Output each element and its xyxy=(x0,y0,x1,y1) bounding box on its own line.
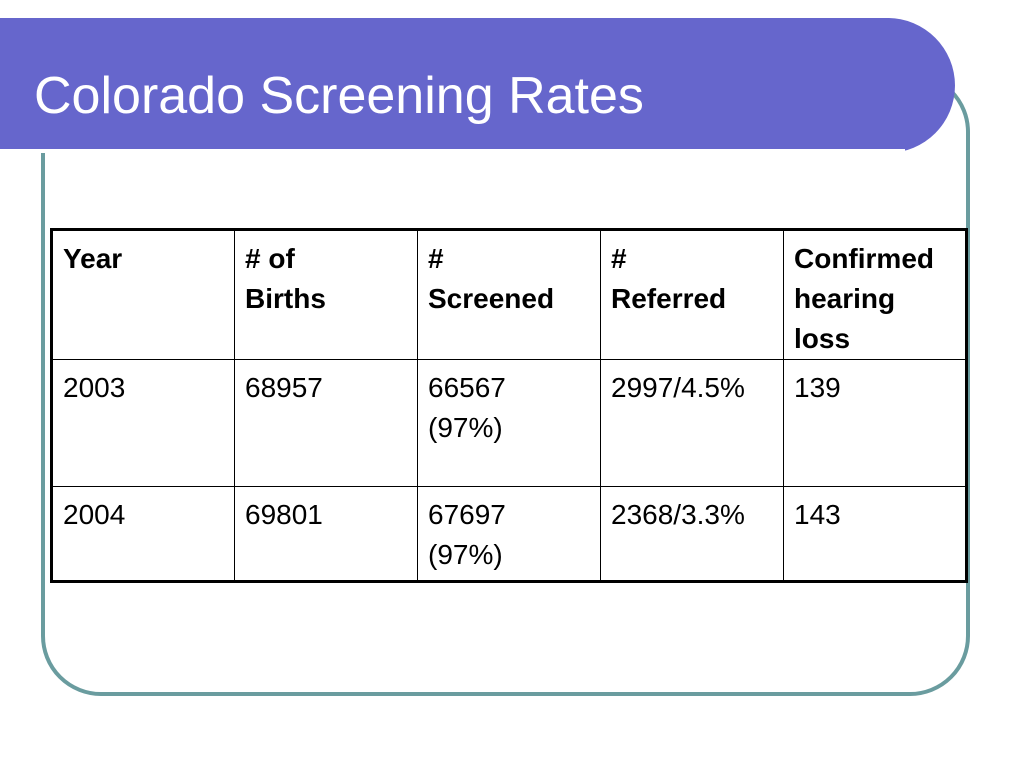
table-row: 2003 68957 66567 (97%) 2997/4.5% 139 xyxy=(51,359,967,487)
cell-births: 68957 xyxy=(234,359,418,487)
slide-title: Colorado Screening Rates xyxy=(34,67,644,125)
header-referred: # Referred xyxy=(600,229,784,360)
cell-screened: 66567 (97%) xyxy=(417,359,601,487)
cell-confirmed: 143 xyxy=(783,486,967,582)
cell-referred: 2997/4.5% xyxy=(600,359,784,487)
cell-referred: 2368/3.3% xyxy=(600,486,784,582)
header-year: Year xyxy=(51,229,235,360)
title-bar: Colorado Screening Rates xyxy=(0,18,955,153)
cell-year: 2003 xyxy=(51,359,235,487)
cell-screened: 67697 (97%) xyxy=(417,486,601,582)
table-row: 2004 69801 67697 (97%) 2368/3.3% 143 xyxy=(51,486,967,582)
table-header-row: Year # of Births # Screened # Referred C… xyxy=(51,229,967,360)
header-screened: # Screened xyxy=(417,229,601,360)
cell-year: 2004 xyxy=(51,486,235,582)
screening-rates-table: Year # of Births # Screened # Referred C… xyxy=(50,228,968,583)
header-births: # of Births xyxy=(234,229,418,360)
cell-births: 69801 xyxy=(234,486,418,582)
header-confirmed-hearing-loss: Confirmed hearing loss xyxy=(783,229,967,360)
title-underline xyxy=(0,149,905,153)
cell-confirmed: 139 xyxy=(783,359,967,487)
